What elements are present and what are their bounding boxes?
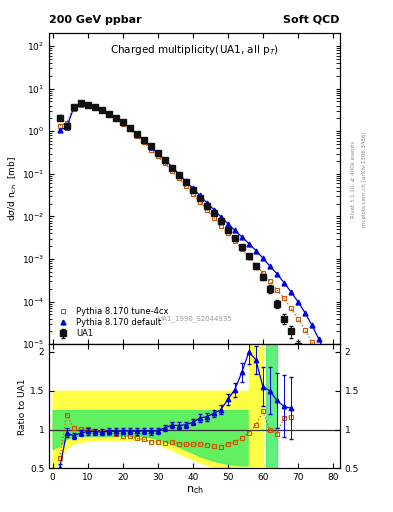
Pythia 8.170 tune-4cx bbox=[261, 270, 265, 276]
Pythia 8.170 default bbox=[107, 111, 111, 117]
Pythia 8.170 default bbox=[99, 107, 104, 113]
Text: 200 GeV ppbar: 200 GeV ppbar bbox=[49, 14, 142, 25]
Pythia 8.170 tune-4cx bbox=[268, 278, 272, 284]
Y-axis label: Ratio to UA1: Ratio to UA1 bbox=[18, 378, 27, 435]
Pythia 8.170 default bbox=[134, 131, 139, 137]
Pythia 8.170 tune-4cx bbox=[57, 123, 62, 129]
Pythia 8.170 tune-4cx bbox=[184, 183, 188, 189]
Pythia 8.170 tune-4cx bbox=[169, 168, 174, 174]
Pythia 8.170 default bbox=[317, 336, 321, 343]
Pythia 8.170 tune-4cx bbox=[288, 305, 293, 311]
Text: Soft QCD: Soft QCD bbox=[283, 14, 340, 25]
Bar bbox=[266, 344, 277, 468]
Pythia 8.170 default bbox=[184, 178, 188, 184]
Pythia 8.170 default bbox=[253, 247, 258, 253]
Pythia 8.170 tune-4cx bbox=[99, 107, 104, 113]
Pythia 8.170 tune-4cx bbox=[92, 104, 97, 110]
Pythia 8.170 tune-4cx bbox=[149, 146, 153, 153]
Pythia 8.170 tune-4cx bbox=[211, 215, 216, 221]
Pythia 8.170 tune-4cx bbox=[141, 139, 146, 145]
Pythia 8.170 tune-4cx bbox=[78, 100, 83, 106]
Pythia 8.170 tune-4cx bbox=[253, 262, 258, 268]
Pythia 8.170 default bbox=[162, 157, 167, 163]
Legend: Pythia 8.170 tune-4cx, Pythia 8.170 default, UA1: Pythia 8.170 tune-4cx, Pythia 8.170 defa… bbox=[53, 306, 170, 340]
Pythia 8.170 default bbox=[191, 185, 195, 191]
Pythia 8.170 default bbox=[64, 124, 69, 130]
Pythia 8.170 tune-4cx bbox=[197, 199, 202, 205]
Line: Pythia 8.170 tune-4cx: Pythia 8.170 tune-4cx bbox=[57, 101, 335, 396]
Pythia 8.170 tune-4cx bbox=[127, 126, 132, 133]
Pythia 8.170 default bbox=[296, 298, 300, 305]
Pythia 8.170 default bbox=[176, 171, 181, 177]
Bar bbox=[249, 344, 263, 468]
Pythia 8.170 default bbox=[92, 104, 97, 110]
Pythia 8.170 default bbox=[219, 214, 223, 220]
Pythia 8.170 default bbox=[239, 234, 244, 240]
Pythia 8.170 tune-4cx bbox=[71, 103, 76, 109]
Pythia 8.170 tune-4cx bbox=[64, 120, 69, 126]
Pythia 8.170 tune-4cx bbox=[191, 190, 195, 197]
Pythia 8.170 tune-4cx bbox=[281, 295, 286, 301]
Pythia 8.170 default bbox=[127, 125, 132, 131]
Pythia 8.170 tune-4cx bbox=[303, 327, 307, 333]
Pythia 8.170 default bbox=[233, 227, 237, 233]
Pythia 8.170 default bbox=[323, 352, 328, 358]
Text: mcplots.cern.ch [arXiv:1306.3436]: mcplots.cern.ch [arXiv:1306.3436] bbox=[362, 132, 367, 227]
Pythia 8.170 tune-4cx bbox=[323, 371, 328, 377]
Pythia 8.170 default bbox=[288, 289, 293, 295]
Y-axis label: d$\sigma$/d n$_{\rm ch}$  [mb]: d$\sigma$/d n$_{\rm ch}$ [mb] bbox=[7, 156, 19, 221]
Pythia 8.170 tune-4cx bbox=[204, 206, 209, 212]
Pythia 8.170 default bbox=[149, 144, 153, 150]
Pythia 8.170 tune-4cx bbox=[275, 287, 279, 293]
Pythia 8.170 tune-4cx bbox=[239, 246, 244, 252]
Pythia 8.170 default bbox=[78, 101, 83, 108]
Pythia 8.170 tune-4cx bbox=[113, 116, 118, 122]
Pythia 8.170 default bbox=[169, 163, 174, 169]
Pythia 8.170 default bbox=[226, 221, 230, 227]
Pythia 8.170 default bbox=[71, 105, 76, 111]
Text: Charged multiplicity(UA1, all p$_T$): Charged multiplicity(UA1, all p$_T$) bbox=[110, 42, 279, 57]
Pythia 8.170 default bbox=[275, 271, 279, 277]
Pythia 8.170 tune-4cx bbox=[120, 120, 125, 126]
Pythia 8.170 tune-4cx bbox=[317, 354, 321, 360]
X-axis label: n$_{\rm ch}$: n$_{\rm ch}$ bbox=[185, 484, 204, 496]
Pythia 8.170 default bbox=[155, 150, 160, 156]
Pythia 8.170 default bbox=[246, 241, 251, 247]
Pythia 8.170 tune-4cx bbox=[219, 223, 223, 229]
Pythia 8.170 default bbox=[281, 280, 286, 286]
Pythia 8.170 tune-4cx bbox=[162, 160, 167, 166]
Pythia 8.170 default bbox=[331, 369, 335, 375]
Pythia 8.170 default bbox=[57, 127, 62, 134]
Text: UA1_1990_S2044935: UA1_1990_S2044935 bbox=[157, 315, 232, 323]
Line: Pythia 8.170 default: Pythia 8.170 default bbox=[57, 102, 335, 375]
Pythia 8.170 default bbox=[85, 102, 90, 108]
Text: Rivet 3.1.10, ≥ 400k events: Rivet 3.1.10, ≥ 400k events bbox=[351, 141, 356, 218]
Pythia 8.170 default bbox=[310, 322, 314, 328]
Pythia 8.170 tune-4cx bbox=[176, 175, 181, 181]
Pythia 8.170 default bbox=[113, 115, 118, 121]
Pythia 8.170 tune-4cx bbox=[233, 238, 237, 244]
Pythia 8.170 tune-4cx bbox=[331, 390, 335, 396]
Pythia 8.170 tune-4cx bbox=[155, 153, 160, 159]
Pythia 8.170 default bbox=[204, 200, 209, 206]
Pythia 8.170 tune-4cx bbox=[246, 254, 251, 260]
Pythia 8.170 default bbox=[197, 193, 202, 199]
Pythia 8.170 default bbox=[211, 206, 216, 212]
Pythia 8.170 tune-4cx bbox=[226, 230, 230, 237]
Pythia 8.170 default bbox=[120, 119, 125, 125]
Pythia 8.170 default bbox=[261, 255, 265, 261]
Pythia 8.170 tune-4cx bbox=[85, 101, 90, 108]
Pythia 8.170 tune-4cx bbox=[296, 315, 300, 322]
Pythia 8.170 default bbox=[268, 263, 272, 269]
Pythia 8.170 default bbox=[141, 137, 146, 143]
Pythia 8.170 default bbox=[303, 310, 307, 316]
Pythia 8.170 tune-4cx bbox=[134, 133, 139, 139]
Pythia 8.170 tune-4cx bbox=[107, 111, 111, 117]
Pythia 8.170 tune-4cx bbox=[310, 339, 314, 346]
